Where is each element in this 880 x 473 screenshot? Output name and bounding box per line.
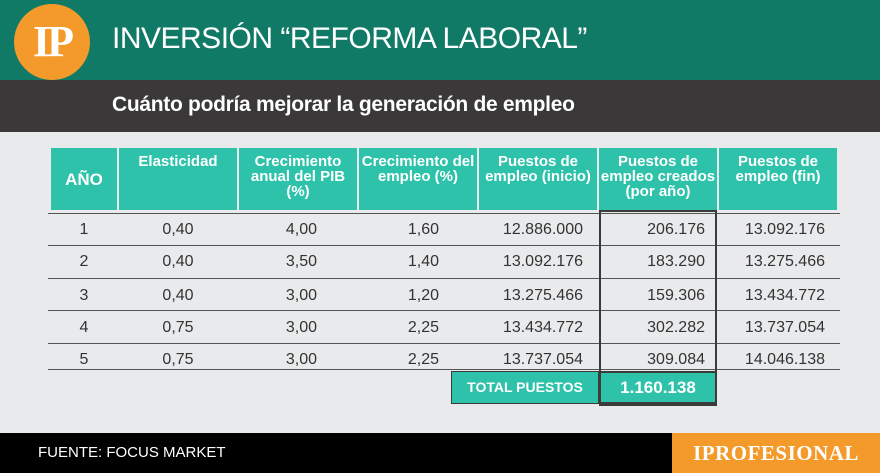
table-cell: 13.275.466	[502, 287, 583, 304]
row-divider	[48, 369, 840, 370]
table-cell: 0,75	[162, 319, 194, 336]
table-cell: 3,00	[285, 319, 317, 336]
header-employment-growth: Crecimiento del empleo (%)	[359, 148, 477, 210]
table-cell: 3,50	[285, 253, 317, 270]
total-value: 1.160.138	[599, 371, 717, 404]
table-cell: 12.886.000	[502, 221, 583, 238]
header-jobs-end: Puestos de empleo (fin)	[719, 148, 837, 210]
table-cell: 13.434.772	[502, 319, 583, 336]
table-cell: 13.092.176	[744, 221, 825, 238]
subheader-bar: Cuánto podría mejorar la generación de e…	[0, 80, 880, 132]
table-cell: 13.092.176	[502, 253, 583, 270]
table-cell: 0,40	[162, 253, 194, 270]
table-cell: 13.737.054	[502, 351, 583, 368]
table-cell: 14.046.138	[744, 351, 825, 368]
table-cell: 302.282	[647, 319, 705, 336]
footer-bar: FUENTE: FOCUS MARKET IPROFESIONAL	[0, 433, 880, 473]
table-cell: 13.275.466	[744, 253, 825, 270]
table-cell: 0,40	[162, 221, 194, 238]
page-title: INVERSIÓN “REFORMA LABORAL”	[112, 22, 587, 55]
header-jobs-created: Puestos de empleo creados (por año)	[599, 148, 717, 210]
source-text: FUENTE: FOCUS MARKET	[38, 444, 226, 461]
table-cell: 4,00	[285, 221, 317, 238]
table-cell: 206.176	[647, 221, 705, 238]
table-cell: 2,25	[407, 351, 439, 368]
row-divider	[48, 278, 840, 279]
table-cell: 13.737.054	[744, 319, 825, 336]
table-cell: 5	[79, 351, 89, 368]
table-cell: 159.306	[647, 287, 705, 304]
table-cell: 4	[79, 319, 89, 336]
header-elasticity: Elasticidad	[119, 148, 237, 210]
table-cell: 1,20	[407, 287, 439, 304]
row-divider	[48, 310, 840, 311]
header-gdp-growth: Crecimiento anual del PIB (%)	[239, 148, 357, 210]
header-jobs-start: Puestos de empleo (inicio)	[479, 148, 597, 210]
created-jobs-highlight	[599, 210, 717, 406]
row-divider	[48, 213, 840, 214]
table-cell: 3,00	[285, 351, 317, 368]
row-divider	[48, 245, 840, 246]
brand-logo: IPROFESIONAL	[672, 433, 880, 473]
table-cell: 0,75	[162, 351, 194, 368]
total-label: TOTAL PUESTOS	[451, 371, 599, 404]
table-cell: 309.084	[647, 351, 705, 368]
table-cell: 0,40	[162, 287, 194, 304]
row-divider	[48, 343, 840, 344]
table-cell: 2,25	[407, 319, 439, 336]
table-cell: 3,00	[285, 287, 317, 304]
ip-logo: IP	[14, 4, 90, 80]
header-year: AÑO	[51, 148, 117, 210]
table-cell: 13.434.772	[744, 287, 825, 304]
table-cell: 1,40	[407, 253, 439, 270]
subtitle: Cuánto podría mejorar la generación de e…	[112, 93, 575, 116]
table-cell: 2	[79, 253, 89, 270]
header-bar: IP INVERSIÓN “REFORMA LABORAL”	[0, 0, 880, 80]
table-cell: 1	[79, 221, 89, 238]
table-cell: 183.290	[647, 253, 705, 270]
table-cell: 3	[79, 287, 89, 304]
table-cell: 1,60	[407, 221, 439, 238]
